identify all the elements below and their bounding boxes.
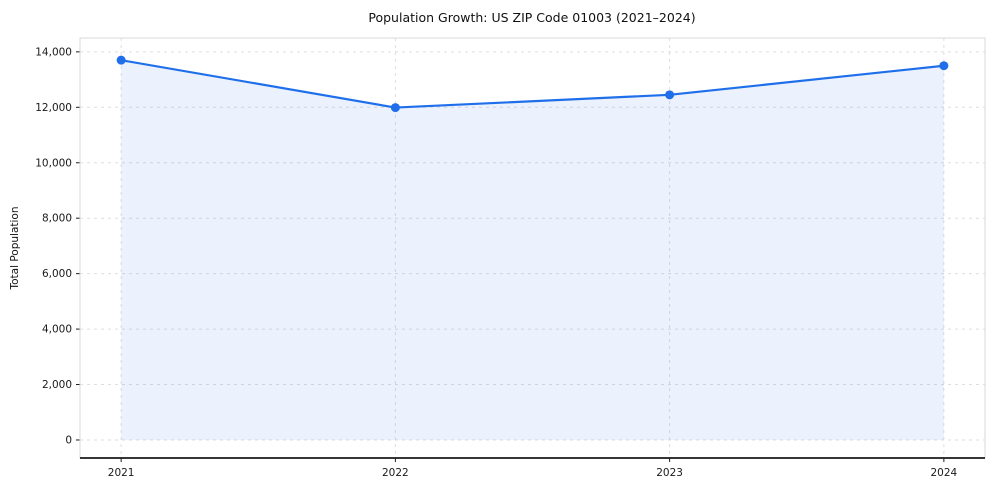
series-line-layer [120, 59, 945, 109]
plot-area [80, 38, 985, 458]
x-tick-label: 2022 [382, 467, 409, 479]
y-tick-label: 0 [65, 434, 72, 446]
data-point-marker [939, 61, 949, 71]
area-fill [121, 60, 944, 440]
y-tick-label: 4,000 [42, 324, 72, 336]
y-tick-label: 6,000 [42, 268, 72, 280]
area-fill-layer [121, 60, 944, 440]
axis-ticks-and-labels: 0 2,000 4,000 6,000 8,000 10,000 12,000 14,000 2… [35, 46, 957, 479]
y-tick-label: 12,000 [35, 102, 72, 114]
x-tick-label: 2021 [108, 467, 135, 479]
chart-title: Population Growth: US ZIP Code 01003 (20… [368, 10, 695, 25]
x-tick-label: 2024 [930, 467, 957, 479]
y-axis-label: Total Population [9, 206, 21, 290]
data-point-marker [116, 55, 126, 65]
series-line [120, 59, 945, 109]
data-point-marker [665, 90, 675, 100]
x-tick-label: 2023 [656, 467, 683, 479]
data-point-markers [116, 55, 949, 113]
y-tick-label: 10,000 [35, 157, 72, 169]
y-tick-label: 2,000 [42, 379, 72, 391]
data-point-marker [390, 103, 400, 113]
y-tick-label: 8,000 [42, 213, 72, 225]
y-tick-label: 14,000 [35, 46, 72, 58]
